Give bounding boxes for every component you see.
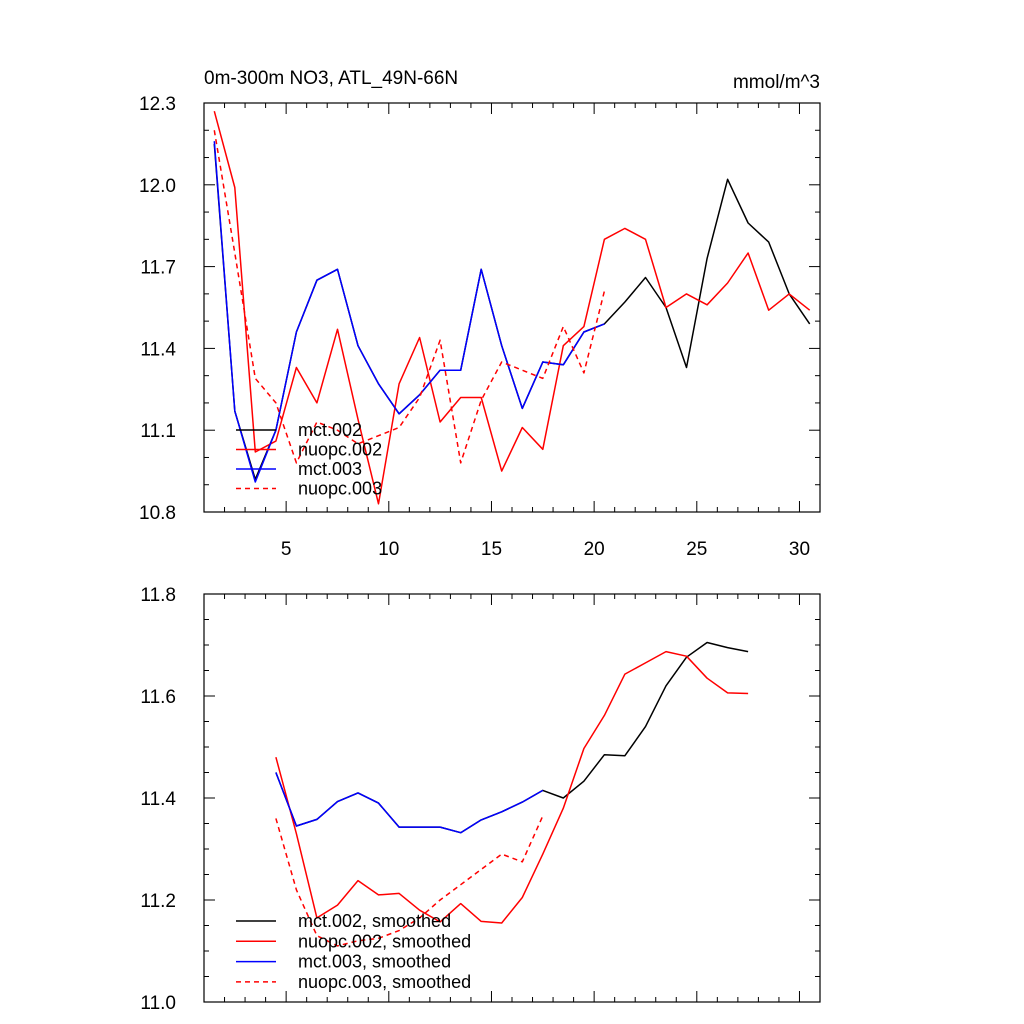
bottom-series-line-nuopc-002-smoothed: [275, 650, 749, 924]
top-panel: 5 10 15 20 25 30 10.8 11.1 11.4 11.7 12.0 12.3 mct.0…: [139, 94, 821, 560]
top-x-tick-label: 25: [686, 539, 707, 560]
bottom-legend-label: nuopc.003, smoothed: [298, 972, 471, 992]
bottom-legend-label: nuopc.002, smoothed: [298, 931, 471, 951]
top-series-line-mct-003: [213, 141, 605, 483]
bottom-y-tick-label: 11.2: [140, 891, 176, 912]
top-y-tick-label: 11.4: [140, 339, 176, 360]
top-series-line-nuopc-002: [213, 111, 811, 505]
bottom-y-tick-label: 11.0: [140, 993, 176, 1014]
top-x-tick-label: 10: [378, 539, 399, 560]
bottom-y-tick-label: 11.8: [140, 585, 176, 606]
top-x-tick-label: 5: [281, 539, 292, 560]
bottom-y-tick-label: 11.6: [140, 687, 176, 708]
top-x-tick-label: 20: [584, 539, 605, 560]
bottom-plot-frame: [203, 593, 821, 1003]
top-x-tick-label: 30: [789, 539, 810, 560]
bottom-series-line-nuopc-003-smoothed: [275, 815, 544, 947]
bottom-legend-label: mct.002, smoothed: [298, 911, 451, 931]
top-legend-label: mct.002: [298, 420, 362, 440]
bottom-y-tick-label: 11.4: [140, 789, 176, 810]
top-y-tick-label: 11.7: [140, 258, 176, 279]
top-y-tick-label: 10.8: [139, 503, 176, 524]
top-x-tick-label: 15: [481, 539, 502, 560]
top-legend-label: nuopc.002: [298, 440, 382, 460]
top-y-tick-label: 11.1: [140, 421, 176, 442]
top-legend-label: nuopc.003: [298, 479, 382, 499]
bottom-legend-label: mct.003, smoothed: [298, 952, 451, 972]
units-label: mmol/m^3: [733, 72, 820, 93]
top-series-line-nuopc-003: [213, 130, 606, 464]
bottom-series-line-mct-003-smoothed: [275, 772, 544, 834]
bottom-series-line-mct-002-smoothed: [275, 641, 749, 834]
top-y-tick-label: 12.3: [139, 94, 176, 115]
chart-title: 0m-300m NO3, ATL_49N-66N: [204, 68, 458, 89]
top-y-tick-label: 12.0: [139, 176, 176, 197]
top-legend-label: mct.003: [298, 459, 362, 479]
